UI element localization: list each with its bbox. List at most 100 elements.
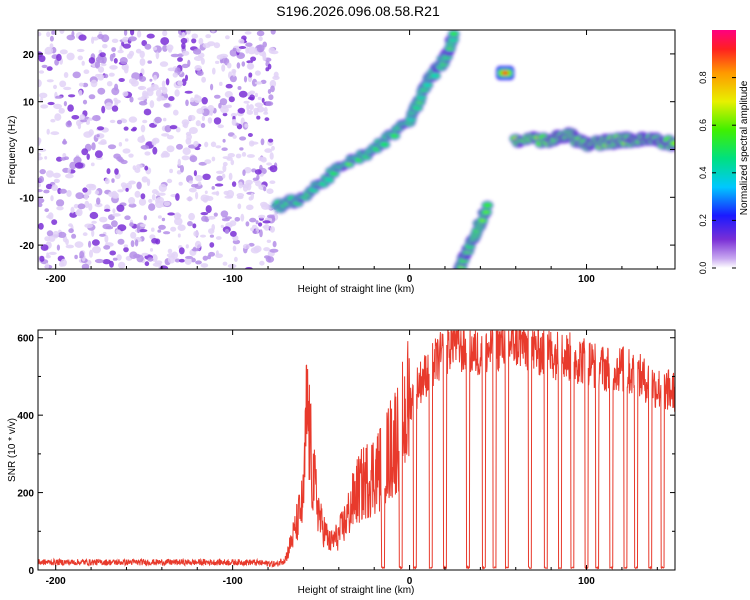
noise-speck bbox=[232, 70, 236, 77]
noise-speck bbox=[188, 187, 197, 193]
noise-speck bbox=[104, 234, 109, 243]
snr-y-tick-label: 400 bbox=[17, 411, 34, 422]
noise-speck bbox=[83, 131, 93, 138]
noise-speck bbox=[72, 71, 81, 79]
noise-speck bbox=[188, 180, 193, 184]
noise-speck bbox=[159, 265, 169, 269]
noise-speck bbox=[122, 148, 131, 154]
noise-speck bbox=[129, 251, 138, 259]
noise-speck bbox=[159, 61, 169, 67]
noise-speck bbox=[124, 215, 131, 220]
noise-speck bbox=[158, 87, 167, 91]
noise-speck bbox=[63, 101, 67, 107]
noise-speck bbox=[243, 75, 248, 83]
colorbar-tick-label: 0.2 bbox=[698, 214, 708, 227]
noise-speck bbox=[163, 231, 171, 235]
noise-speck bbox=[259, 260, 265, 266]
noise-speck bbox=[50, 118, 56, 123]
heatmap-y-tick-label: -10 bbox=[20, 193, 35, 204]
noise-speck bbox=[187, 221, 193, 227]
noise-speck bbox=[87, 117, 94, 121]
noise-speck bbox=[83, 69, 90, 74]
noise-speck bbox=[58, 107, 65, 114]
heatmap-y-tick-label: 20 bbox=[23, 50, 35, 61]
noise-speck bbox=[217, 124, 224, 129]
noise-speck bbox=[223, 190, 230, 195]
noise-speck bbox=[69, 211, 78, 218]
noise-speck bbox=[246, 103, 250, 112]
noise-speck bbox=[97, 73, 105, 81]
noise-speck bbox=[177, 233, 181, 238]
noise-speck bbox=[216, 54, 224, 60]
noise-speck bbox=[201, 115, 205, 122]
noise-speck bbox=[91, 220, 97, 224]
noise-speck bbox=[106, 168, 111, 175]
noise-speck bbox=[245, 42, 253, 47]
noise-speck bbox=[246, 154, 255, 158]
noise-speck bbox=[210, 141, 217, 148]
noise-speck bbox=[66, 190, 72, 197]
noise-speck bbox=[86, 183, 95, 189]
noise-speck bbox=[264, 255, 271, 259]
noise-speck bbox=[128, 153, 134, 158]
noise-speck bbox=[254, 169, 262, 175]
noise-speck bbox=[59, 49, 68, 55]
noise-speck bbox=[214, 94, 221, 99]
noise-speck bbox=[109, 250, 116, 256]
noise-speck bbox=[151, 238, 159, 244]
noise-speck bbox=[128, 197, 136, 205]
noise-speck bbox=[160, 37, 170, 46]
noise-speck bbox=[102, 259, 111, 265]
noise-speck bbox=[166, 44, 174, 51]
noise-speck bbox=[146, 33, 155, 39]
noise-speck bbox=[198, 161, 207, 166]
noise-speck bbox=[138, 229, 148, 233]
noise-speck bbox=[201, 97, 208, 105]
noise-speck bbox=[237, 86, 242, 90]
noise-speck bbox=[51, 184, 58, 191]
noise-speck bbox=[147, 257, 154, 262]
noise-speck bbox=[111, 178, 115, 183]
noise-speck bbox=[269, 152, 274, 160]
noise-speck bbox=[38, 182, 41, 188]
noise-speck bbox=[178, 247, 185, 255]
noise-speck bbox=[207, 215, 216, 220]
noise-speck bbox=[191, 38, 197, 44]
noise-speck bbox=[122, 43, 131, 49]
noise-speck bbox=[230, 112, 237, 118]
noise-speck bbox=[113, 97, 118, 102]
noise-speck bbox=[101, 105, 106, 114]
noise-speck bbox=[269, 226, 275, 233]
noise-speck bbox=[193, 140, 199, 147]
noise-speck bbox=[215, 250, 219, 256]
noise-speck bbox=[81, 60, 85, 66]
noise-speck bbox=[123, 247, 129, 253]
noise-speck bbox=[96, 126, 105, 131]
noise-speck bbox=[229, 49, 238, 57]
noise-speck bbox=[106, 81, 113, 87]
noise-speck bbox=[109, 260, 114, 268]
ridge-core bbox=[450, 38, 456, 42]
noise-speck bbox=[272, 240, 277, 248]
noise-speck bbox=[220, 106, 229, 114]
noise-speck bbox=[195, 260, 202, 265]
colorbar-tick-label: 0.6 bbox=[698, 119, 708, 132]
noise-speck bbox=[40, 104, 49, 109]
noise-speck bbox=[266, 214, 275, 219]
noise-speck bbox=[134, 190, 141, 198]
noise-speck bbox=[46, 66, 53, 71]
noise-speck bbox=[134, 167, 141, 173]
noise-speck bbox=[262, 41, 268, 48]
noise-speck bbox=[142, 119, 148, 124]
noise-speck bbox=[195, 191, 199, 200]
noise-speck bbox=[136, 225, 140, 234]
noise-speck bbox=[111, 38, 119, 43]
noise-speck bbox=[73, 156, 82, 165]
noise-speck bbox=[98, 141, 107, 145]
noise-speck bbox=[144, 261, 150, 267]
noise-speck bbox=[129, 96, 134, 103]
noise-speck bbox=[66, 52, 75, 61]
noise-speck bbox=[213, 212, 218, 217]
noise-speck bbox=[257, 96, 262, 100]
